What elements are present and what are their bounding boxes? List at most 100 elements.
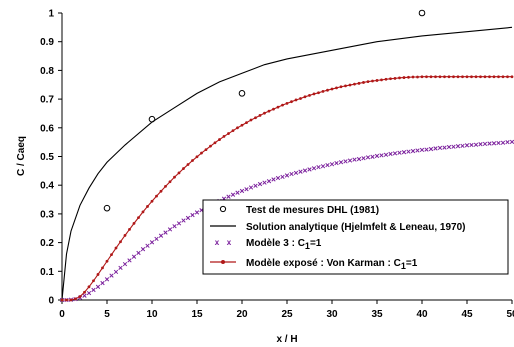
x-marker-stroke: [109, 273, 114, 278]
series-point-2: [370, 154, 375, 159]
legend-x-marker-2: x: [227, 238, 232, 247]
series-point-2: [181, 218, 186, 223]
series-point-3: [389, 77, 392, 81]
series-point-3: [335, 86, 338, 90]
series-point-3: [60, 298, 64, 302]
x-tick-label: 10: [146, 309, 158, 320]
series-point-2: [347, 158, 353, 163]
legend-model3-formula: C: [298, 238, 305, 249]
x-tick-label: 40: [416, 309, 428, 320]
x-marker-stroke: [424, 147, 429, 152]
series-point-3: [65, 298, 68, 302]
series-point-2: [455, 144, 461, 149]
x-marker-stroke: [433, 146, 438, 151]
series-point-3: [308, 93, 311, 97]
series-point-2: [158, 233, 164, 238]
series-point-3: [483, 75, 487, 79]
x-marker-stroke: [95, 284, 101, 289]
series-point-2: [428, 146, 434, 152]
x-marker-stroke: [136, 250, 141, 256]
x-marker-stroke: [388, 151, 393, 157]
series-point-2: [95, 284, 101, 289]
series-point-2: [248, 185, 254, 190]
y-tick-label: 0: [48, 296, 54, 307]
x-tick-label: 30: [326, 309, 338, 320]
series-point-2: [500, 140, 506, 145]
series-point-2: [415, 148, 420, 153]
series-point-3: [173, 175, 176, 179]
series-point-3: [87, 285, 91, 289]
series-point-3: [240, 123, 244, 127]
series-point-2: [100, 280, 105, 286]
x-marker-stroke: [230, 192, 236, 197]
series-point-3: [344, 84, 347, 88]
x-marker-stroke: [451, 144, 456, 149]
x-marker-stroke: [127, 258, 132, 263]
series-point-2: [509, 139, 514, 145]
series-point-2: [289, 171, 294, 177]
series-point-0: [418, 9, 426, 17]
series-point-2: [185, 215, 191, 221]
x-marker-stroke: [244, 187, 249, 192]
series-point-2: [316, 164, 321, 170]
series-point-3: [321, 89, 325, 93]
series-point-3: [384, 77, 388, 81]
x-marker-stroke: [442, 145, 447, 150]
series-point-2: [401, 150, 407, 155]
series-point-3: [294, 98, 298, 102]
series-point-3: [353, 82, 356, 86]
series-point-2: [442, 145, 447, 150]
series-point-3: [155, 194, 158, 198]
x-marker-stroke: [302, 168, 308, 173]
series-point-2: [320, 164, 326, 169]
series-point-2: [194, 210, 200, 215]
x-marker-stroke: [122, 261, 128, 267]
series-point-3: [317, 91, 320, 95]
series-point-2: [334, 160, 339, 166]
legend-vonkarman-name: Modèle exposé : Von Karman :: [246, 258, 391, 269]
series-point-3: [191, 159, 194, 162]
legend-box: [202, 199, 509, 275]
series-point-2: [104, 277, 110, 282]
series-point-3: [380, 78, 383, 82]
series-point-3: [366, 80, 370, 83]
series-point-2: [118, 265, 123, 271]
series-point-0: [103, 204, 111, 212]
y-tick-label: 0.1: [40, 267, 54, 278]
x-marker-stroke: [482, 141, 488, 147]
x-tick-label: 45: [461, 309, 473, 320]
series-point-2: [446, 144, 452, 150]
x-marker-stroke: [473, 142, 479, 147]
series-point-2: [226, 194, 231, 199]
series-point-2: [437, 145, 443, 151]
series-point-2: [271, 177, 276, 182]
series-point-3: [182, 167, 185, 170]
legend-x-marker-1: x: [215, 238, 220, 247]
series-point-3: [92, 279, 95, 283]
x-marker-stroke: [176, 221, 182, 226]
series-point-3: [375, 79, 379, 82]
x-marker-stroke: [239, 188, 245, 194]
series-point-2: [163, 230, 168, 235]
series-point-3: [420, 75, 424, 79]
x-marker-stroke: [167, 227, 173, 232]
x-marker-stroke: [446, 144, 452, 150]
legend-model3-name: Modèle 3 :: [246, 238, 295, 249]
series-point-2: [131, 254, 137, 259]
x-marker-stroke: [325, 162, 330, 168]
x-marker-stroke: [356, 156, 362, 162]
series-point-3: [231, 129, 235, 133]
series-point-2: [392, 151, 398, 156]
series-point-3: [339, 85, 343, 89]
y-tick-label: 0.8: [40, 66, 54, 77]
series-point-3: [267, 109, 271, 113]
y-tick-label: 0.3: [40, 209, 54, 220]
legend-model3-sub: 1: [305, 241, 310, 251]
series-point-3: [132, 221, 136, 225]
x-marker-stroke: [172, 224, 177, 229]
series-point-3: [236, 126, 239, 130]
y-tick-label: 0.5: [40, 152, 54, 163]
series-point-2: [82, 293, 87, 298]
x-marker-stroke: [104, 277, 110, 282]
